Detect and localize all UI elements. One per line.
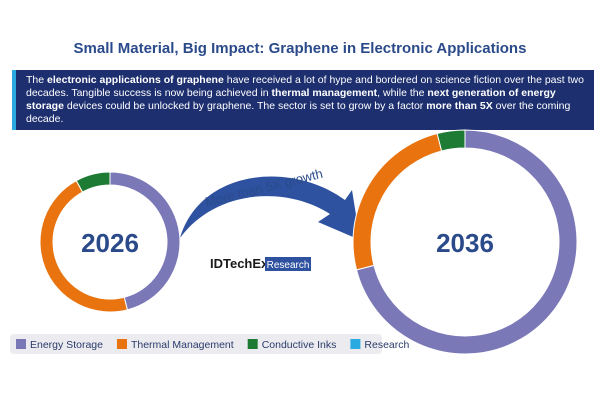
logo-brand: IDTechEx — [210, 256, 269, 271]
intro-text: electronic applications of graphene — [47, 74, 224, 86]
intro-text: devices could be unlocked by graphene. T… — [63, 100, 427, 112]
intro: The electronic applications of graphene … — [12, 70, 594, 130]
intro-text: more than 5X — [426, 100, 493, 112]
legend-label: Conductive Inks — [262, 339, 337, 351]
intro-text: have received a lot of hype and bordered… — [26, 74, 584, 99]
intro-text: over the coming decade. — [26, 100, 571, 125]
legend-swatch — [350, 339, 361, 349]
legend-swatch — [116, 339, 127, 349]
intro-text: thermal management — [271, 87, 378, 99]
center-label: 2026 — [81, 228, 139, 258]
growth-arrow — [180, 176, 360, 240]
donut-segment — [352, 132, 443, 271]
legend-label: Thermal Management — [131, 339, 234, 351]
legend-label: Energy Storage — [30, 339, 103, 351]
donut-segment — [75, 171, 111, 193]
legend-label: Research — [364, 339, 409, 351]
intro-text: The — [26, 74, 48, 86]
legend-bg — [10, 334, 382, 354]
center-label: 2036 — [436, 228, 494, 258]
legend-swatch — [16, 339, 26, 349]
donut-segment — [436, 129, 466, 152]
intro-text: , while the — [377, 87, 428, 99]
donut-segment — [355, 129, 578, 355]
logo-box — [265, 257, 311, 271]
intro-text: next generation of energy storage — [26, 87, 556, 112]
title: Small Material, Big Impact: Graphene in … — [73, 40, 527, 57]
logo-tag: Research — [267, 260, 310, 271]
legend-swatch — [247, 339, 258, 349]
